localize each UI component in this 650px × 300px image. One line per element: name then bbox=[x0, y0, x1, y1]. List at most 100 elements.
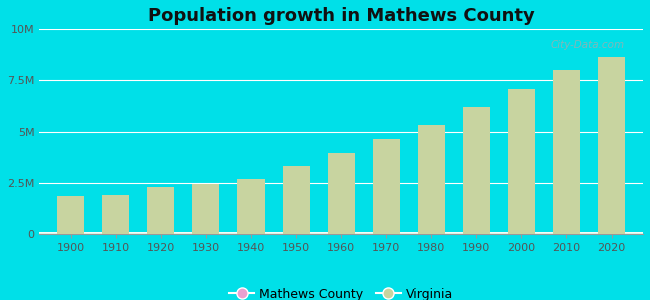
Bar bbox=[39, 232, 643, 234]
Bar bbox=[39, 232, 643, 234]
Legend: Mathews County, Virginia: Mathews County, Virginia bbox=[224, 283, 458, 300]
Bar bbox=[39, 233, 643, 234]
Bar bbox=[39, 232, 643, 233]
Bar bbox=[39, 233, 643, 234]
Bar bbox=[39, 232, 643, 233]
Bar bbox=[39, 232, 643, 233]
Bar bbox=[148, 187, 174, 234]
Bar bbox=[39, 233, 643, 234]
Bar bbox=[39, 232, 643, 233]
Bar bbox=[39, 232, 643, 233]
Bar bbox=[39, 232, 643, 233]
Bar bbox=[39, 232, 643, 234]
Bar bbox=[39, 232, 643, 234]
Bar bbox=[39, 233, 643, 234]
Bar bbox=[39, 232, 643, 233]
Bar bbox=[39, 232, 643, 233]
Bar bbox=[39, 232, 643, 233]
Bar bbox=[39, 232, 643, 233]
Bar bbox=[39, 232, 643, 233]
Bar bbox=[39, 233, 643, 234]
Bar bbox=[39, 233, 643, 234]
Bar bbox=[39, 232, 643, 233]
Bar bbox=[39, 233, 643, 234]
Bar bbox=[39, 233, 643, 234]
Bar bbox=[57, 196, 84, 234]
Bar bbox=[39, 232, 643, 233]
Bar bbox=[39, 233, 643, 234]
Bar bbox=[39, 232, 643, 233]
Bar bbox=[39, 233, 643, 234]
Bar bbox=[39, 232, 643, 233]
Bar bbox=[39, 232, 643, 233]
Bar bbox=[39, 233, 643, 234]
Bar bbox=[39, 233, 643, 234]
Bar bbox=[39, 233, 643, 234]
Bar bbox=[39, 232, 643, 233]
Bar bbox=[39, 232, 643, 233]
Bar bbox=[39, 232, 643, 234]
Bar bbox=[328, 153, 355, 234]
Bar bbox=[39, 232, 643, 233]
Bar bbox=[39, 232, 643, 233]
Bar bbox=[39, 232, 643, 233]
Bar bbox=[39, 232, 643, 233]
Text: City-Data.com: City-Data.com bbox=[551, 40, 625, 50]
Bar bbox=[39, 232, 643, 233]
Bar bbox=[39, 232, 643, 233]
Bar bbox=[283, 166, 309, 234]
Bar bbox=[39, 232, 643, 234]
Bar bbox=[39, 233, 643, 234]
Bar bbox=[39, 232, 643, 233]
Bar bbox=[39, 233, 643, 234]
Bar bbox=[39, 232, 643, 233]
Bar bbox=[39, 232, 643, 233]
Bar bbox=[39, 232, 643, 233]
Bar bbox=[39, 232, 643, 234]
Bar bbox=[508, 89, 535, 234]
Bar bbox=[39, 232, 643, 234]
Bar bbox=[39, 232, 643, 234]
Bar bbox=[39, 233, 643, 234]
Bar bbox=[39, 232, 643, 233]
Bar bbox=[39, 232, 643, 234]
Bar bbox=[39, 232, 643, 233]
Bar bbox=[39, 233, 643, 234]
Bar bbox=[39, 233, 643, 234]
Bar bbox=[39, 232, 643, 233]
Bar bbox=[39, 233, 643, 234]
Bar bbox=[39, 232, 643, 233]
Bar bbox=[39, 233, 643, 234]
Bar bbox=[39, 232, 643, 233]
Bar bbox=[39, 233, 643, 234]
Bar bbox=[39, 232, 643, 233]
Bar bbox=[39, 232, 643, 233]
Bar bbox=[39, 233, 643, 234]
Bar bbox=[39, 232, 643, 233]
Bar bbox=[39, 233, 643, 234]
Bar bbox=[39, 232, 643, 234]
Bar bbox=[39, 233, 643, 234]
Bar bbox=[39, 232, 643, 233]
Bar bbox=[39, 233, 643, 234]
Bar bbox=[39, 232, 643, 233]
Bar bbox=[39, 232, 643, 233]
Bar bbox=[39, 232, 643, 233]
Bar bbox=[39, 232, 643, 233]
Bar bbox=[39, 232, 643, 233]
Bar bbox=[39, 232, 643, 233]
Bar bbox=[39, 232, 643, 233]
Bar bbox=[39, 232, 643, 233]
Bar bbox=[39, 232, 643, 233]
Bar bbox=[39, 232, 643, 234]
Bar bbox=[39, 233, 643, 234]
Bar bbox=[39, 232, 643, 234]
Bar bbox=[39, 232, 643, 233]
Bar bbox=[39, 232, 643, 233]
Bar bbox=[39, 233, 643, 234]
Bar bbox=[39, 232, 643, 233]
Bar bbox=[39, 232, 643, 233]
Bar bbox=[39, 232, 643, 234]
Bar bbox=[39, 232, 643, 233]
Bar bbox=[39, 232, 643, 234]
